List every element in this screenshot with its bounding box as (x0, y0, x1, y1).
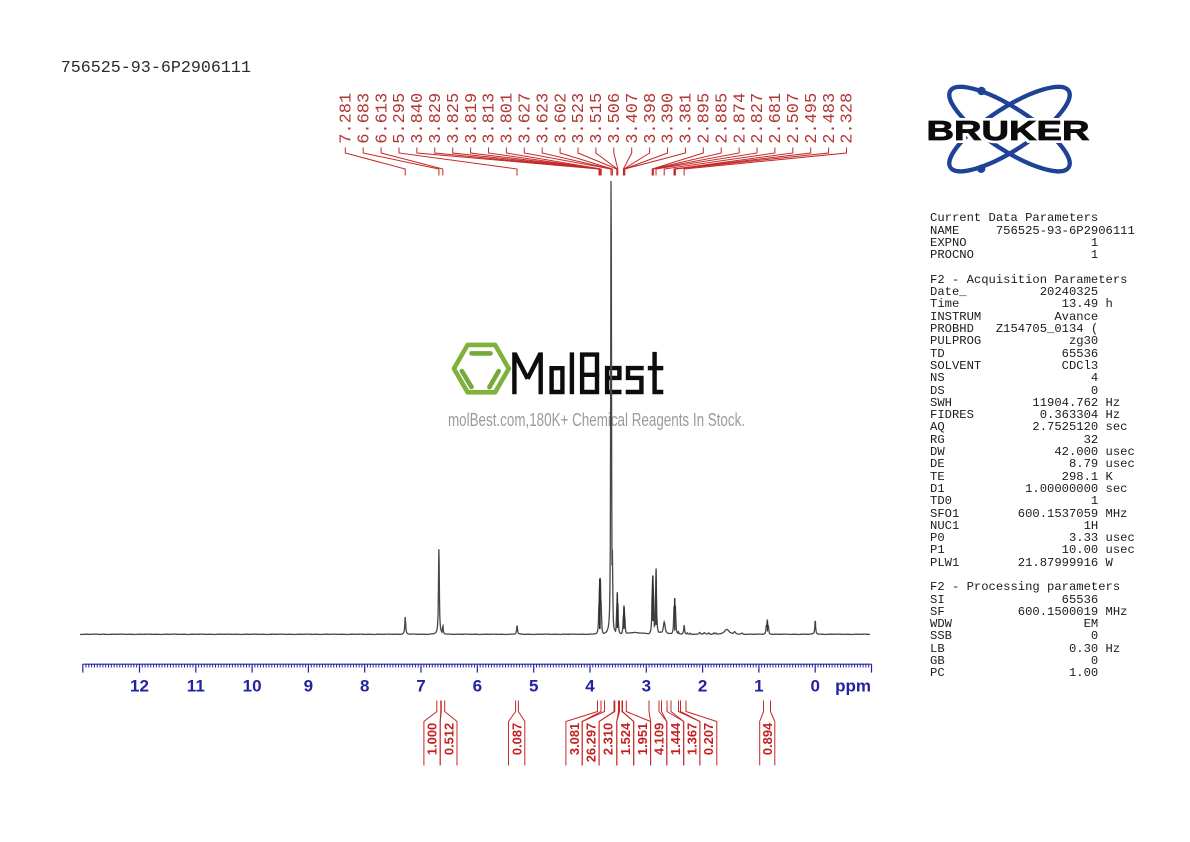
svg-text:6.683: 6.683 (355, 93, 374, 144)
svg-text:3.407: 3.407 (624, 93, 643, 144)
svg-text:9: 9 (304, 677, 313, 696)
svg-text:0: 0 (810, 677, 819, 696)
svg-text:2.495: 2.495 (803, 93, 822, 144)
svg-text:10: 10 (243, 677, 262, 696)
svg-text:2.681: 2.681 (767, 93, 786, 144)
svg-text:2.328: 2.328 (839, 93, 858, 144)
svg-text:3.840: 3.840 (409, 93, 428, 144)
svg-text:2.483: 2.483 (821, 93, 840, 144)
svg-text:BRUKER: BRUKER (927, 115, 1090, 146)
svg-text:3.825: 3.825 (445, 93, 464, 144)
svg-text:BRUKER: BRUKER (927, 115, 1090, 146)
svg-text:5.295: 5.295 (391, 93, 410, 144)
svg-text:3.081: 3.081 (567, 723, 582, 755)
svg-text:1: 1 (754, 677, 763, 696)
svg-text:6: 6 (473, 677, 482, 696)
svg-text:3.398: 3.398 (642, 93, 661, 144)
svg-text:1.444: 1.444 (668, 722, 683, 755)
svg-text:2: 2 (698, 677, 707, 696)
svg-text:1.524: 1.524 (618, 722, 633, 755)
svg-text:3.623: 3.623 (534, 93, 553, 144)
svg-text:3.523: 3.523 (570, 93, 589, 144)
svg-text:3.506: 3.506 (606, 93, 625, 144)
svg-text:3.819: 3.819 (463, 93, 482, 144)
svg-text:2.885: 2.885 (713, 93, 732, 144)
svg-text:7: 7 (416, 677, 425, 696)
svg-text:12: 12 (130, 677, 149, 696)
svg-text:5: 5 (529, 677, 538, 696)
svg-text:7.281: 7.281 (338, 93, 357, 144)
svg-text:3.381: 3.381 (678, 93, 697, 144)
svg-text:3.813: 3.813 (481, 93, 500, 144)
svg-text:0.894: 0.894 (760, 722, 775, 755)
svg-text:3: 3 (642, 677, 651, 696)
svg-text:2.507: 2.507 (785, 93, 804, 144)
svg-text:11: 11 (187, 677, 205, 696)
svg-text:3.801: 3.801 (499, 93, 518, 144)
svg-text:3.829: 3.829 (427, 93, 446, 144)
svg-text:3.390: 3.390 (660, 93, 679, 144)
svg-text:ppm: ppm (835, 677, 871, 696)
svg-text:0.207: 0.207 (701, 723, 716, 755)
svg-text:0.087: 0.087 (509, 723, 524, 755)
svg-text:3.602: 3.602 (552, 93, 571, 144)
svg-text:3.627: 3.627 (517, 93, 536, 144)
svg-text:1.951: 1.951 (635, 723, 650, 755)
svg-text:2.310: 2.310 (601, 723, 616, 755)
svg-text:1.367: 1.367 (685, 723, 700, 755)
svg-text:26.297: 26.297 (583, 723, 598, 762)
svg-text:8: 8 (360, 677, 369, 696)
svg-text:2.895: 2.895 (696, 93, 715, 144)
svg-text:4: 4 (585, 677, 595, 696)
svg-text:1.000: 1.000 (425, 723, 440, 755)
svg-text:3.515: 3.515 (588, 93, 607, 144)
svg-text:2.874: 2.874 (731, 93, 750, 144)
svg-text:2.827: 2.827 (749, 93, 768, 144)
svg-text:0.512: 0.512 (441, 723, 456, 755)
svg-text:4.109: 4.109 (651, 723, 666, 755)
svg-text:6.613: 6.613 (373, 93, 392, 144)
